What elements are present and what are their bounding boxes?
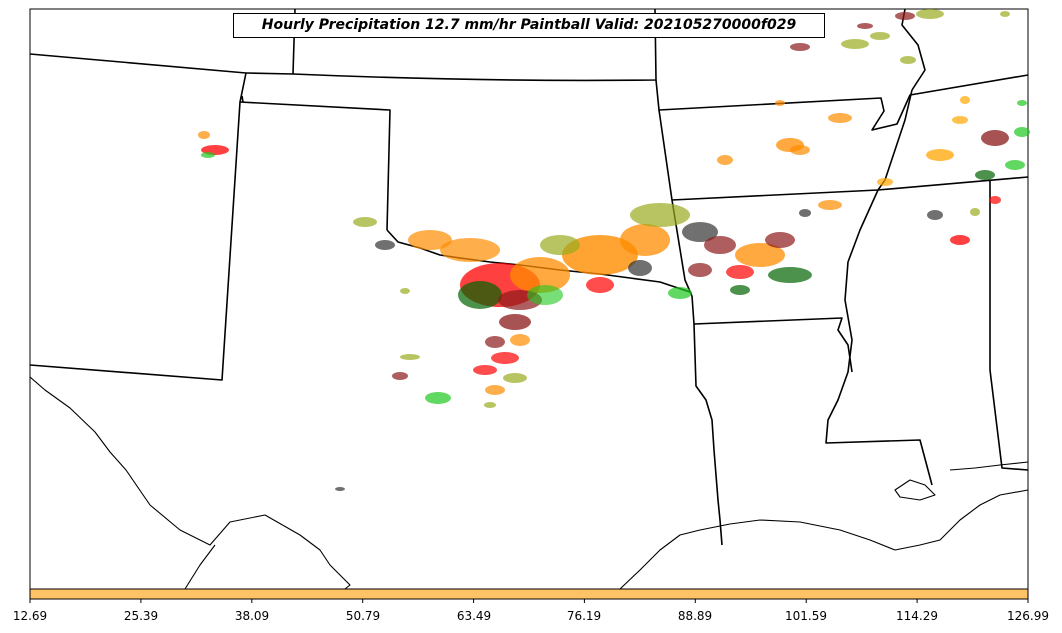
precip-paintballs [198, 9, 1030, 491]
colorbar-tick-label: 12.69 [12, 609, 48, 623]
colorbar-ticks [29, 599, 1029, 603]
colorbar-tick-label: 63.49 [456, 609, 492, 623]
colorbar-tick-label: 76.19 [566, 609, 602, 623]
colorbar-tick-label: 88.89 [677, 609, 713, 623]
colorbar-tick-label: 38.09 [234, 609, 270, 623]
coastline [29, 376, 1029, 590]
colorbar-tick-label: 126.99 [1007, 609, 1049, 623]
colorbar-tick-label: 25.39 [123, 609, 159, 623]
colorbar-tick-label: 101.59 [785, 609, 827, 623]
state-boundaries [29, 8, 1029, 546]
colorbar [29, 588, 1029, 600]
colorbar-tick-label: 50.79 [345, 609, 381, 623]
colorbar-tick-label: 114.29 [896, 609, 938, 623]
map-title: Hourly Precipitation 12.7 mm/hr Paintbal… [233, 13, 825, 38]
